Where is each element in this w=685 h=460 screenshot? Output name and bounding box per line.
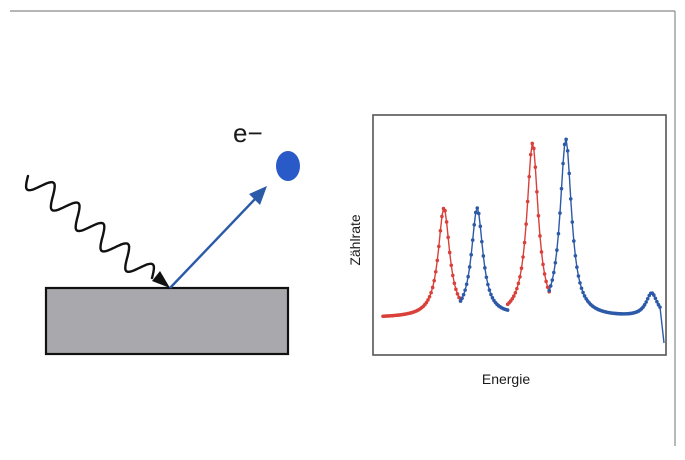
series-segment xyxy=(536,191,540,216)
x-axis-label: Energie xyxy=(482,371,530,387)
series-segment xyxy=(566,150,570,174)
series-segment xyxy=(439,216,443,231)
series-segment xyxy=(444,210,448,223)
series-segment xyxy=(472,224,475,241)
photon-arrowhead xyxy=(152,271,170,288)
series-layer xyxy=(381,137,665,344)
series-segment xyxy=(523,224,527,243)
series-segment xyxy=(525,201,529,225)
series-segment xyxy=(554,250,558,263)
series-segment xyxy=(436,246,440,261)
series-segment xyxy=(470,240,474,255)
series-segment xyxy=(435,260,438,272)
series-segment xyxy=(539,235,543,253)
series-segment xyxy=(522,242,526,258)
electron-dot xyxy=(276,151,300,181)
series-segment xyxy=(449,252,452,266)
series-segment xyxy=(540,251,544,265)
photon-wave xyxy=(24,174,156,280)
series-segment xyxy=(559,188,563,214)
data-point xyxy=(505,308,510,312)
photoemission-illustration: e− xyxy=(24,118,300,356)
series-segment xyxy=(659,307,665,344)
series-segment xyxy=(478,213,482,227)
series-segment xyxy=(557,213,561,234)
series-segment xyxy=(574,255,578,268)
series-segment xyxy=(571,221,575,242)
series-segment xyxy=(562,144,566,164)
series-segment xyxy=(468,254,472,268)
data-point xyxy=(466,274,470,279)
series-segment xyxy=(438,230,442,247)
spectrum-chart: Energie Zählrate xyxy=(347,114,667,387)
series-segment xyxy=(537,215,541,236)
plot-frame xyxy=(372,114,667,356)
electron-label: e− xyxy=(233,118,263,148)
series-segment xyxy=(530,143,533,155)
y-axis-label: Zählrate xyxy=(347,214,363,266)
series-segment xyxy=(482,255,486,268)
electron-arrowhead xyxy=(249,186,267,205)
series-segment xyxy=(568,173,572,199)
series-segment xyxy=(479,226,483,242)
series-segment xyxy=(533,148,537,168)
data-point xyxy=(519,266,524,270)
data-point xyxy=(552,270,556,275)
series-segment xyxy=(481,241,485,257)
data-point xyxy=(518,274,522,279)
series-segment xyxy=(570,198,573,223)
series-segment xyxy=(526,176,530,202)
data-point xyxy=(550,278,555,282)
sample-block xyxy=(44,286,290,356)
data-point xyxy=(433,269,438,274)
series-segment xyxy=(560,163,564,189)
series-segment xyxy=(565,139,569,151)
series-segment xyxy=(520,256,524,269)
series-segment xyxy=(556,233,560,251)
series-segment xyxy=(447,237,451,253)
series-segment xyxy=(473,212,477,225)
series-segment xyxy=(445,221,449,238)
electron-trajectory-arrow xyxy=(169,197,257,289)
data-point xyxy=(435,258,440,263)
series-segment xyxy=(534,167,538,192)
data-point xyxy=(553,260,558,265)
series-segment xyxy=(528,154,532,177)
series-segment xyxy=(573,240,577,256)
